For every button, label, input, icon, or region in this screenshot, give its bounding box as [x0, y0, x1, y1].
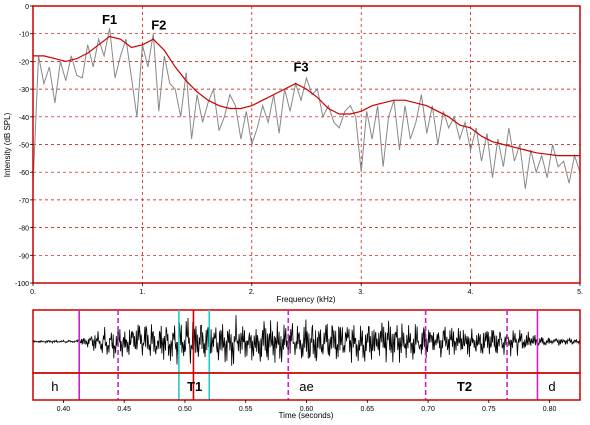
waveform-x-tick-label: 0.60 [300, 406, 314, 413]
spectrum-y-tick-label: -30 [19, 87, 29, 94]
spectrum-series-line [32, 28, 581, 189]
segment-labels: h T1 ae T2 d [51, 379, 555, 394]
formant-label: F3 [293, 59, 308, 74]
waveform-x-tick-label: 0.40 [57, 406, 71, 413]
waveform-series-line [32, 315, 581, 366]
formant-label: F2 [151, 18, 166, 33]
spectrum-x-tick-labels: 0. 1. 2. 3. 4. 5. [30, 283, 583, 296]
spectrum-y-tick-label: -70 [19, 198, 29, 205]
segment-label: T1 [187, 379, 202, 394]
spectrum-gridlines [33, 6, 580, 283]
spectrum-y-tick-labels: 0 -10 -20 -30 -40 -50 -60 -70 -80 -90 -100 [15, 4, 33, 288]
spectrum-y-tick-label: -20 [19, 59, 29, 66]
spectrum-x-tick-label: 4. [468, 289, 474, 296]
spectrum-x-tick-label: 1. [139, 289, 145, 296]
segment-label: d [548, 379, 555, 394]
spectrum-y-tick-label: -60 [19, 170, 29, 177]
spectrum-y-tick-label: -90 [19, 253, 29, 260]
spectrum-x-axis-label: Frequency (kHz) [276, 295, 335, 304]
segment-markers [78, 310, 539, 400]
formant-label: F1 [102, 12, 117, 27]
waveform-x-tick-label: 0.55 [239, 406, 253, 413]
segment-label: ae [299, 379, 313, 394]
spectrum-y-tick-label: -80 [19, 226, 29, 233]
segment-label: T2 [457, 379, 472, 394]
waveform-x-tick-label: 0.65 [360, 406, 374, 413]
waveform-x-tick-label: 0.80 [543, 406, 557, 413]
spectrum-x-tick-label: 3. [358, 289, 364, 296]
formant-annotations: F1 F2 F3 [102, 12, 309, 74]
spectrum-x-tick-label: 5. [577, 289, 583, 296]
spectrum-x-tick-label: 2. [249, 289, 255, 296]
spectrum-x-tick-label: 0. [30, 289, 36, 296]
waveform-x-tick-labels: 0.40 0.45 0.50 0.55 0.60 0.65 0.70 0.75 0.80 [57, 400, 557, 413]
spectrum-y-tick-label: -10 [19, 32, 29, 39]
spectrum-y-tick-label: -40 [19, 115, 29, 122]
spectrum-y-tick-label: -100 [15, 281, 29, 288]
segment-label: h [51, 379, 58, 394]
waveform-x-tick-label: 0.70 [421, 406, 435, 413]
waveform-x-axis-label: Time (seconds) [279, 411, 334, 420]
spectrum-y-axis-label: Intensity (dB SPL) [3, 112, 12, 177]
spectrum-y-tick-label: 0 [25, 4, 29, 11]
spectrum-y-tick-label: -50 [19, 143, 29, 150]
waveform-x-tick-label: 0.45 [117, 406, 131, 413]
envelope-series-line [33, 35, 580, 157]
waveform-x-tick-label: 0.75 [482, 406, 496, 413]
waveform-x-tick-label: 0.50 [178, 406, 192, 413]
